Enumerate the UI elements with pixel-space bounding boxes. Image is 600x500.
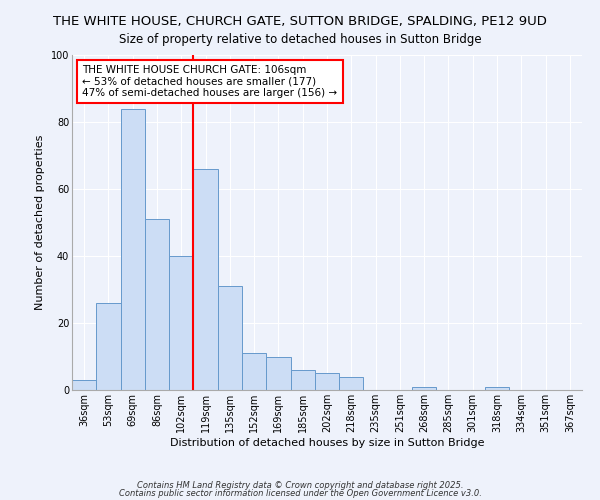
Bar <box>169 256 193 390</box>
Bar <box>266 356 290 390</box>
Bar <box>339 376 364 390</box>
Text: Contains HM Land Registry data © Crown copyright and database right 2025.: Contains HM Land Registry data © Crown c… <box>137 481 463 490</box>
Bar <box>290 370 315 390</box>
Text: Contains public sector information licensed under the Open Government Licence v3: Contains public sector information licen… <box>119 488 481 498</box>
Bar <box>193 169 218 390</box>
Bar <box>121 108 145 390</box>
Text: THE WHITE HOUSE CHURCH GATE: 106sqm
← 53% of detached houses are smaller (177)
4: THE WHITE HOUSE CHURCH GATE: 106sqm ← 53… <box>82 65 337 98</box>
Bar <box>218 286 242 390</box>
Bar <box>242 353 266 390</box>
Bar <box>485 386 509 390</box>
Text: Size of property relative to detached houses in Sutton Bridge: Size of property relative to detached ho… <box>119 32 481 46</box>
Bar <box>145 219 169 390</box>
Text: THE WHITE HOUSE, CHURCH GATE, SUTTON BRIDGE, SPALDING, PE12 9UD: THE WHITE HOUSE, CHURCH GATE, SUTTON BRI… <box>53 15 547 28</box>
Y-axis label: Number of detached properties: Number of detached properties <box>35 135 45 310</box>
Bar <box>412 386 436 390</box>
Bar <box>72 380 96 390</box>
Bar <box>315 373 339 390</box>
X-axis label: Distribution of detached houses by size in Sutton Bridge: Distribution of detached houses by size … <box>170 438 484 448</box>
Bar <box>96 303 121 390</box>
